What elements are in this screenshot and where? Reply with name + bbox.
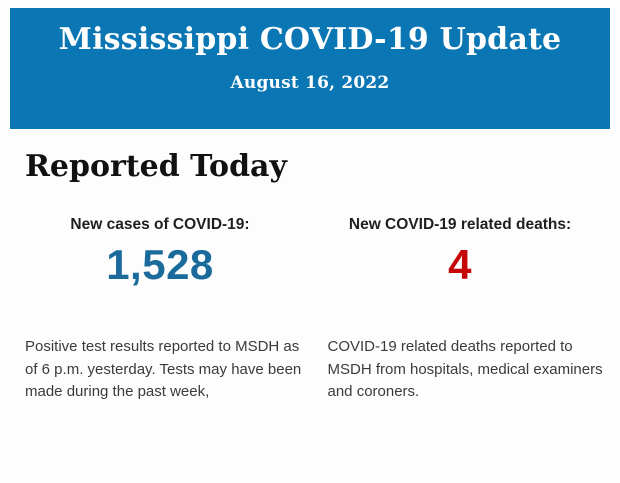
new-cases-label: New cases of COVID-19:: [70, 216, 250, 233]
new-deaths-label: New COVID-19 related deaths:: [348, 216, 572, 233]
section-heading: Reported Today: [25, 149, 287, 184]
new-cases-value: 1,528: [106, 241, 214, 288]
covid-update-graphic: Mississippi COVID-19 Update August 16, 2…: [0, 8, 620, 483]
new-deaths-description: COVID-19 related deaths reported to MSDH…: [327, 338, 603, 400]
new-deaths-value: 4: [448, 241, 472, 288]
header-banner: Mississippi COVID-19 Update August 16, 2…: [10, 8, 610, 129]
report-date: August 16, 2022: [230, 73, 390, 93]
report-body: Reported Today New cases of COVID-19: 1,…: [0, 149, 620, 404]
stat-new-deaths: New COVID-19 related deaths: 4: [310, 215, 610, 288]
stat-new-cases: New cases of COVID-19: 1,528: [10, 215, 310, 288]
descriptions-row: Positive test results reported to MSDH a…: [25, 336, 608, 404]
stats-row: New cases of COVID-19: 1,528 New COVID-1…: [10, 215, 610, 288]
page-title: Mississippi COVID-19 Update: [58, 22, 562, 57]
new-cases-description: Positive test results reported to MSDH a…: [25, 338, 302, 400]
